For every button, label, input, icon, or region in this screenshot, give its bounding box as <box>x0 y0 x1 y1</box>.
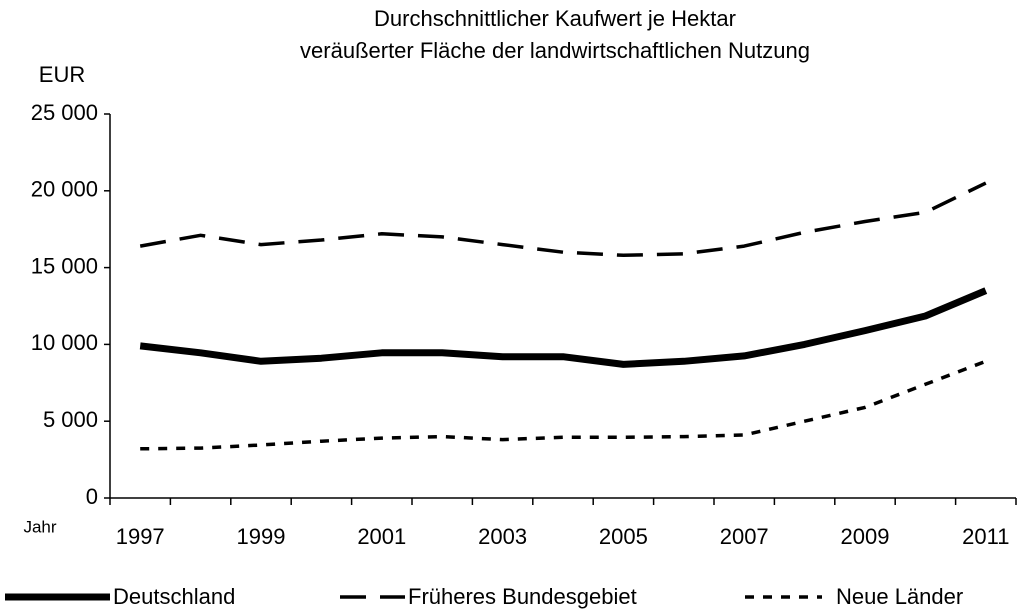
legend-label: Neue Länder <box>836 584 963 609</box>
y-tick-label: 10 000 <box>31 330 98 355</box>
chart-title: Durchschnittlicher Kaufwert je Hektar <box>374 6 736 31</box>
y-axis-label: EUR <box>39 62 85 87</box>
x-tick-label: 2009 <box>841 524 890 549</box>
series-line <box>139 181 987 258</box>
y-tick-label: 20 000 <box>31 177 98 202</box>
x-tick-label: 2003 <box>478 524 527 549</box>
x-tick-label: 2005 <box>599 524 648 549</box>
series-line <box>139 287 988 368</box>
x-tick-label: 2001 <box>357 524 406 549</box>
x-axis-label: Jahr <box>23 517 56 536</box>
x-tick-label: 2007 <box>720 524 769 549</box>
x-tick-label: 1997 <box>116 524 165 549</box>
x-tick-label: 1999 <box>237 524 286 549</box>
series-line <box>140 359 987 451</box>
y-tick-label: 5 000 <box>43 407 98 432</box>
legend-label: Früheres Bundesgebiet <box>408 584 637 609</box>
legend-label: Deutschland <box>113 584 235 609</box>
chart-title: veräußerter Fläche der landwirtschaftlic… <box>300 38 810 63</box>
x-tick-label: 2011 <box>962 524 1009 549</box>
y-tick-label: 0 <box>86 484 98 509</box>
y-tick-label: 15 000 <box>31 253 98 278</box>
y-tick-label: 25 000 <box>31 100 98 125</box>
